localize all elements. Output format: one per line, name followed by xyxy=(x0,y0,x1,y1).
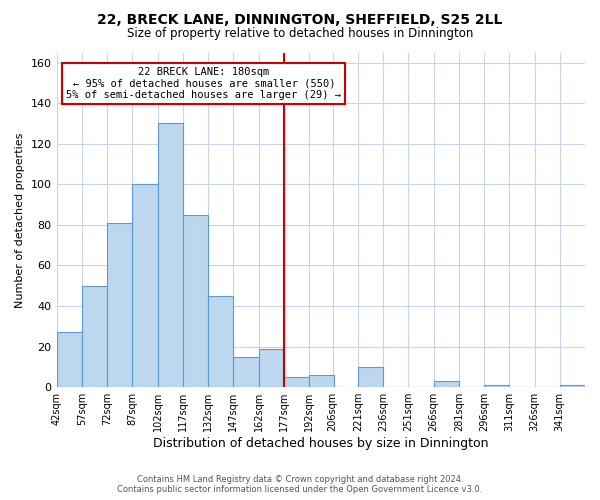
Bar xyxy=(358,367,383,387)
Bar xyxy=(484,385,509,387)
Bar xyxy=(183,215,208,387)
Bar xyxy=(208,296,233,387)
Text: Size of property relative to detached houses in Dinnington: Size of property relative to detached ho… xyxy=(127,28,473,40)
Bar xyxy=(259,348,284,387)
Bar xyxy=(560,385,585,387)
Bar xyxy=(56,332,82,387)
Bar xyxy=(158,124,183,387)
Bar xyxy=(309,375,334,387)
Text: 22 BRECK LANE: 180sqm
← 95% of detached houses are smaller (550)
5% of semi-deta: 22 BRECK LANE: 180sqm ← 95% of detached … xyxy=(67,66,341,100)
Text: Contains HM Land Registry data © Crown copyright and database right 2024.
Contai: Contains HM Land Registry data © Crown c… xyxy=(118,474,482,494)
Text: 22, BRECK LANE, DINNINGTON, SHEFFIELD, S25 2LL: 22, BRECK LANE, DINNINGTON, SHEFFIELD, S… xyxy=(97,12,503,26)
X-axis label: Distribution of detached houses by size in Dinnington: Distribution of detached houses by size … xyxy=(153,437,488,450)
Y-axis label: Number of detached properties: Number of detached properties xyxy=(15,132,25,308)
Bar xyxy=(82,286,107,387)
Bar xyxy=(132,184,158,387)
Bar xyxy=(107,223,132,387)
Bar xyxy=(434,381,459,387)
Bar xyxy=(233,357,259,387)
Bar xyxy=(284,377,309,387)
